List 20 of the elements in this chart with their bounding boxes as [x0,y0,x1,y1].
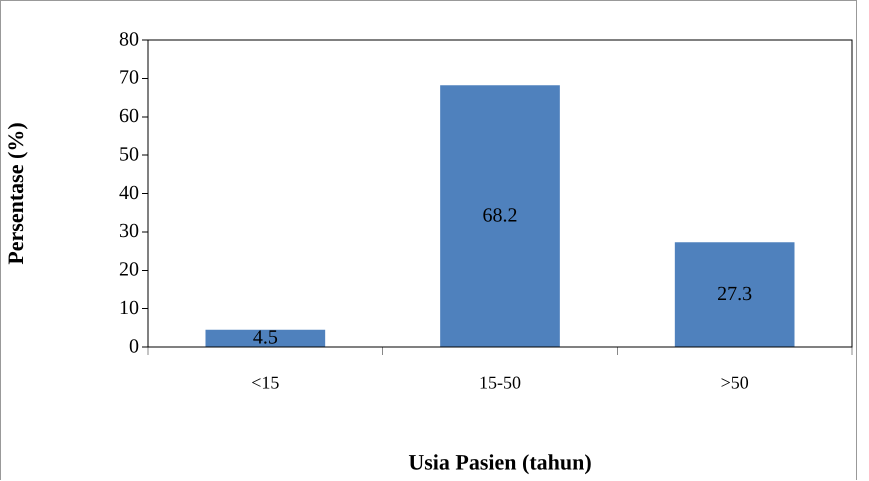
bar [440,85,560,346]
y-axis-title: Persentase (%) [2,122,28,265]
y-tick-label: 20 [119,258,139,280]
y-tick-label: 0 [129,335,139,358]
x-tick-label: >50 [720,372,749,393]
y-tick-label: 10 [119,296,139,319]
bar [205,330,326,346]
y-tick-label: 40 [119,182,139,204]
y-tick-label: 60 [119,105,139,127]
y-tick-label: 80 [119,28,139,50]
data-label: 27.3 [717,282,752,305]
data-label: 68.2 [482,204,518,226]
x-tick-label: 15-50 [479,372,521,393]
data-label: 4.5 [252,326,278,349]
y-tick-label: 50 [119,143,139,166]
x-tick-label: <15 [251,372,280,393]
bar [674,242,795,346]
y-tick-label: 30 [119,220,139,242]
x-axis-title: Usia Pasien (tahun) [408,449,592,474]
y-tick-label: 70 [119,66,139,89]
